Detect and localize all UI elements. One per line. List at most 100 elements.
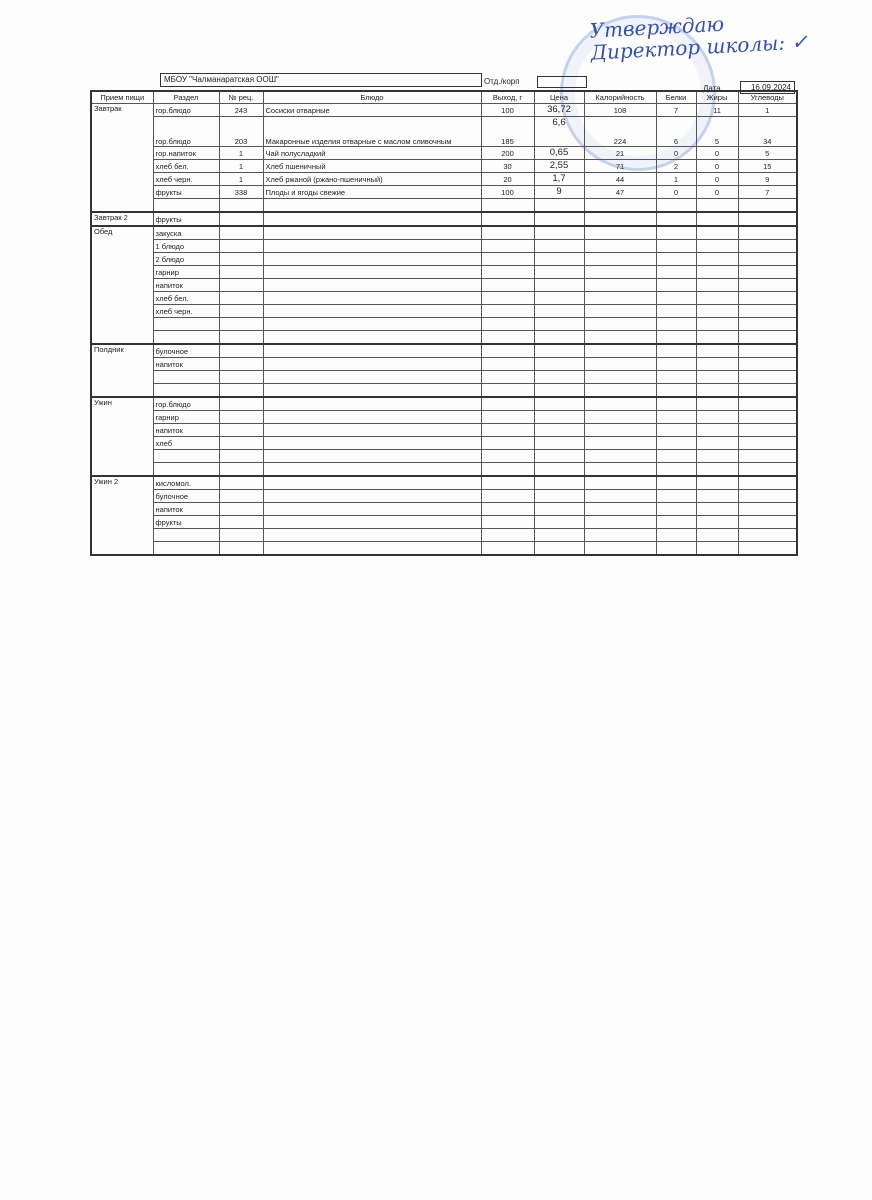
table-row: Полдник булочное: [90, 343, 798, 398]
proteins-cell: [655, 317, 697, 331]
price-cell: [533, 370, 585, 384]
fats-cell: 0: [695, 159, 739, 173]
carbs-cell: 1: [737, 103, 798, 117]
calories-cell: [583, 291, 657, 305]
proteins-cell: [655, 436, 697, 450]
table-row: напиток: [91, 357, 798, 371]
section-cell: 2 блюдо: [152, 252, 220, 266]
proteins-cell: [655, 225, 697, 240]
column-header: Прием пищи: [90, 90, 154, 104]
recipe-no-cell: [218, 449, 264, 463]
recipe-no-cell: [218, 502, 264, 516]
fats-cell: [695, 291, 739, 305]
proteins-cell: [655, 423, 697, 437]
proteins-cell: [655, 475, 697, 490]
fats-cell: 0: [695, 146, 739, 160]
fats-cell: [695, 343, 739, 358]
dish-cell: [262, 211, 482, 227]
date-label: Дата: [703, 84, 721, 93]
price-cell: [533, 541, 585, 556]
proteins-cell: 0: [655, 185, 697, 199]
yield-cell: [480, 343, 535, 358]
dish-cell: [262, 304, 482, 318]
dish-cell: [262, 423, 482, 437]
price-cell: [533, 357, 585, 371]
fats-cell: [695, 252, 739, 266]
table-row: [91, 370, 798, 384]
dept-label: Отд./корп: [484, 77, 520, 86]
dish-cell: [262, 343, 482, 358]
proteins-cell: 0: [655, 146, 697, 160]
proteins-cell: [655, 410, 697, 424]
column-header: Блюдо: [262, 90, 482, 104]
fats-cell: 0: [695, 185, 739, 199]
price-cell: [533, 423, 585, 437]
section-cell: булочное: [152, 489, 220, 503]
price-cell: [533, 265, 585, 279]
calories-cell: [583, 423, 657, 437]
dish-cell: [262, 410, 482, 424]
proteins-cell: [655, 304, 697, 318]
calories-cell: [583, 515, 657, 529]
fats-cell: [695, 265, 739, 279]
section-cell: гор.напиток: [152, 146, 220, 160]
column-header: Выход, г: [480, 90, 535, 104]
proteins-cell: [655, 211, 697, 227]
dish-cell: [262, 239, 482, 253]
meal-name: Обед: [90, 225, 154, 345]
recipe-no-cell: [218, 225, 264, 240]
carbs-cell: [737, 370, 798, 384]
yield-cell: [480, 291, 535, 305]
price-cell: [533, 317, 585, 331]
carbs-cell: [737, 304, 798, 318]
section-cell: хлеб черн.: [152, 304, 220, 318]
table-row: хлеб: [91, 436, 798, 450]
carbs-cell: [737, 291, 798, 305]
carbs-cell: 34: [737, 116, 798, 147]
meal-name: Завтрак 2: [90, 211, 154, 227]
table-row: гарнир: [91, 410, 798, 424]
proteins-cell: 1: [655, 172, 697, 186]
price-cell: [533, 475, 585, 490]
fats-cell: [695, 396, 739, 411]
section-cell: [152, 541, 220, 556]
dish-cell: [262, 252, 482, 266]
calories-cell: [583, 278, 657, 292]
yield-cell: [480, 317, 535, 331]
price-cell: [533, 396, 585, 411]
dish-cell: [262, 225, 482, 240]
yield-cell: [480, 198, 535, 213]
yield-cell: [480, 475, 535, 490]
carbs-cell: [737, 211, 798, 227]
proteins-cell: [655, 515, 697, 529]
fats-cell: [695, 304, 739, 318]
table-row: напиток: [91, 278, 798, 292]
section-cell: хлеб бел.: [152, 291, 220, 305]
carbs-cell: 7: [737, 185, 798, 199]
table-row: булочное: [91, 489, 798, 503]
calories-cell: 47: [583, 185, 657, 199]
recipe-no-cell: [218, 489, 264, 503]
carbs-cell: [737, 541, 798, 556]
calories-cell: 44: [583, 172, 657, 186]
recipe-no-cell: 338: [218, 185, 264, 199]
recipe-no-cell: [218, 436, 264, 450]
dish-cell: [262, 489, 482, 503]
section-cell: [152, 528, 220, 542]
section-cell: булочное: [152, 343, 220, 358]
meal-name: Ужин: [90, 396, 154, 477]
column-header: Цена: [533, 90, 585, 104]
yield-cell: [480, 330, 535, 345]
calories-cell: [583, 462, 657, 477]
proteins-cell: [655, 502, 697, 516]
fats-cell: 11: [695, 103, 739, 117]
price-cell: [533, 330, 585, 345]
yield-cell: [480, 225, 535, 240]
dish-cell: [262, 528, 482, 542]
price-cell: [533, 489, 585, 503]
calories-cell: [583, 410, 657, 424]
section-cell: 1 блюдо: [152, 239, 220, 253]
carbs-cell: [737, 225, 798, 240]
section-cell: закуска: [152, 225, 220, 240]
recipe-no-cell: [218, 528, 264, 542]
